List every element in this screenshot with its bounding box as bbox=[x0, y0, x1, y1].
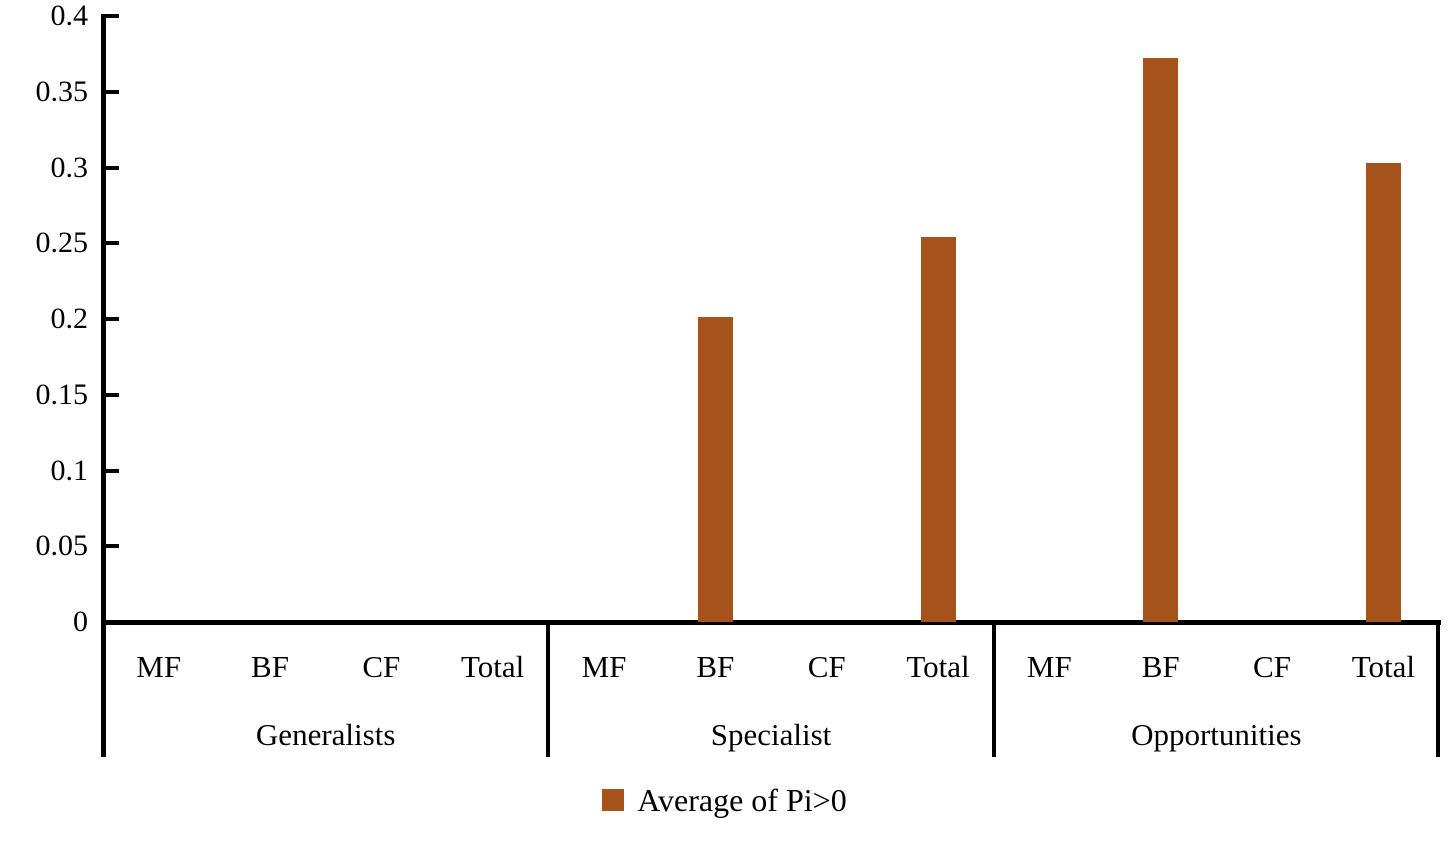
category-label: CF bbox=[1253, 649, 1291, 684]
category-label: MF bbox=[581, 649, 627, 684]
legend-label: Average of Pi>0 bbox=[637, 782, 847, 818]
bar bbox=[1143, 58, 1179, 622]
bar bbox=[1365, 162, 1401, 622]
group-label: Specialist bbox=[710, 717, 832, 752]
group-divider bbox=[546, 620, 551, 757]
y-tick-mark bbox=[106, 165, 119, 170]
group-divider bbox=[991, 620, 996, 757]
y-tick-mark bbox=[106, 14, 119, 18]
bar bbox=[697, 317, 733, 622]
category-label: CF bbox=[362, 649, 401, 684]
y-tick-label: 0.3 bbox=[50, 150, 89, 184]
y-tick-label: 0.2 bbox=[50, 302, 89, 335]
group-label: Opportunities bbox=[1131, 717, 1302, 752]
y-tick-label: 0.15 bbox=[35, 377, 89, 411]
y-tick-label: 0.35 bbox=[35, 74, 89, 108]
y-axis-line bbox=[101, 14, 106, 757]
category-label: BF bbox=[251, 649, 289, 684]
category-label: MF bbox=[1026, 649, 1072, 684]
category-label: Total bbox=[461, 649, 525, 684]
y-tick-mark bbox=[106, 392, 119, 397]
y-tick-mark bbox=[106, 317, 119, 321]
category-label: Total bbox=[1351, 649, 1415, 684]
legend: Average of Pi>0 bbox=[0, 780, 1449, 820]
y-tick-mark bbox=[106, 89, 119, 94]
group-divider bbox=[1436, 620, 1440, 757]
y-tick-label: 0.1 bbox=[50, 453, 89, 487]
y-tick-label: 0.25 bbox=[35, 226, 89, 260]
legend-swatch-icon bbox=[602, 789, 625, 811]
group-label: Generalists bbox=[255, 717, 396, 752]
category-label: CF bbox=[807, 649, 846, 684]
y-tick-mark bbox=[106, 468, 119, 473]
y-tick-label: 0.05 bbox=[35, 529, 89, 563]
y-tick-mark bbox=[106, 544, 119, 549]
category-label: Total bbox=[906, 649, 970, 684]
y-tick-mark bbox=[106, 620, 119, 624]
x-axis-line bbox=[101, 620, 1441, 625]
y-tick-mark bbox=[106, 241, 119, 246]
category-label: BF bbox=[1141, 649, 1180, 684]
category-label: BF bbox=[696, 649, 735, 684]
y-tick-label: 0 bbox=[73, 605, 88, 638]
bar bbox=[920, 237, 956, 622]
y-tick-label: 0.4 bbox=[50, 0, 89, 32]
category-label: MF bbox=[136, 649, 182, 684]
